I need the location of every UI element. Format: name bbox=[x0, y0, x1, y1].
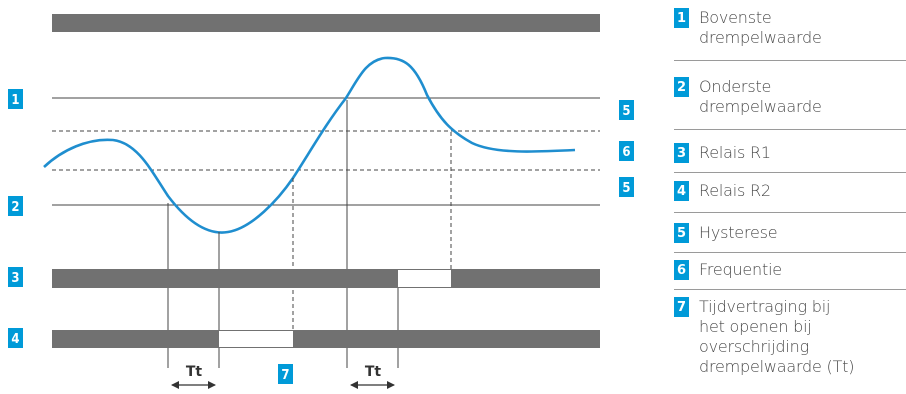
legend-number-badge: 3 bbox=[674, 143, 689, 163]
relay-r2-bar bbox=[52, 330, 600, 348]
signal-curve bbox=[43, 56, 576, 234]
legend-number-badge: 1 bbox=[674, 8, 689, 28]
legend-label: Relais R2 bbox=[699, 181, 771, 200]
legend-item: 6 Frequentie bbox=[674, 260, 906, 290]
tt-label-left: Tt bbox=[186, 364, 203, 380]
legend-label: Bovenste drempelwaarde bbox=[699, 8, 822, 47]
svg-text:5: 5 bbox=[622, 181, 630, 196]
legend-number-badge: 2 bbox=[674, 77, 689, 97]
legend-label: Onderste drempelwaarde bbox=[699, 77, 822, 116]
relay-r2-open-segment bbox=[219, 331, 293, 347]
supply-bar bbox=[52, 14, 600, 32]
legend-item: 2 Onderste drempelwaarde bbox=[674, 77, 906, 130]
legend-number-badge: 5 bbox=[674, 223, 689, 243]
legend-label: Relais R1 bbox=[699, 143, 771, 162]
legend-number-badge: 7 bbox=[674, 297, 689, 317]
svg-text:7: 7 bbox=[281, 368, 289, 383]
legend-item: 5 Hysterese bbox=[674, 223, 906, 253]
badge-delay: 7 bbox=[278, 364, 293, 384]
svg-text:6: 6 bbox=[622, 145, 630, 160]
svg-text:4: 4 bbox=[11, 332, 19, 347]
legend-item: 7 Tijdvertraging bij het openen bij over… bbox=[674, 297, 906, 394]
relay-r1-open-segment bbox=[398, 270, 451, 287]
tt-label-right: Tt bbox=[365, 364, 382, 380]
svg-text:5: 5 bbox=[622, 104, 630, 119]
badge-relay-r1: 3 bbox=[8, 267, 23, 287]
svg-text:3: 3 bbox=[11, 271, 19, 286]
svg-text:1: 1 bbox=[11, 93, 19, 108]
badge-lower-threshold: 2 bbox=[8, 196, 23, 216]
legend-label: Hysterese bbox=[699, 223, 778, 242]
badge-hysteresis-lower: 5 bbox=[619, 177, 634, 197]
legend-number-badge: 4 bbox=[674, 181, 689, 201]
badge-upper-threshold: 1 bbox=[8, 89, 23, 109]
svg-text:2: 2 bbox=[11, 200, 19, 215]
legend-label: Tijdvertraging bij het openen bij oversc… bbox=[699, 297, 855, 376]
legend-label: Frequentie bbox=[699, 260, 782, 279]
badge-hysteresis-upper: 5 bbox=[619, 100, 634, 120]
badge-relay-r2: 4 bbox=[8, 328, 23, 348]
relay-r1-bar bbox=[52, 269, 600, 288]
legend-number-badge: 6 bbox=[674, 260, 689, 280]
threshold-relay-diagram: Tt Tt 1 2 3 4 5 6 5 7 bbox=[8, 14, 634, 389]
legend-item: 4 Relais R2 bbox=[674, 181, 906, 213]
badge-frequency: 6 bbox=[619, 141, 634, 161]
legend-item: 3 Relais R1 bbox=[674, 143, 906, 173]
legend-item: 1 Bovenste drempelwaarde bbox=[674, 8, 906, 61]
